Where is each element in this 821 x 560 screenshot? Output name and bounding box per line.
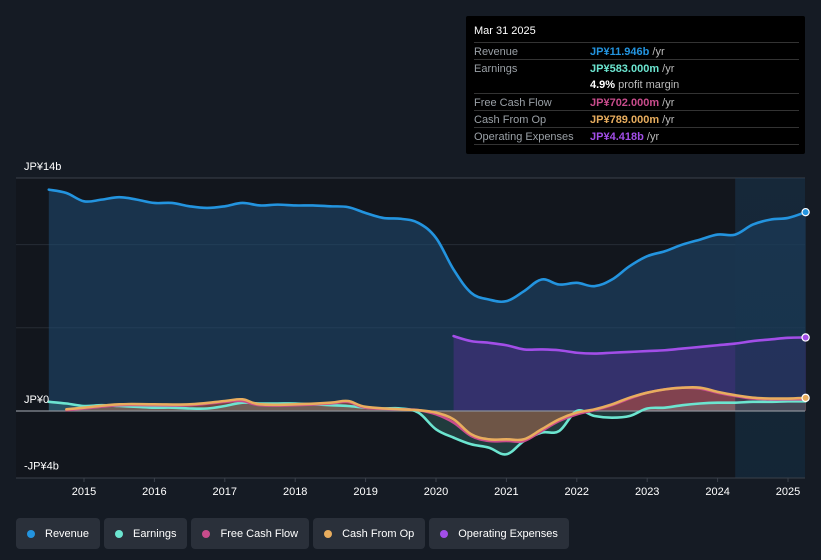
end-marker-cash-from-op [801, 393, 810, 403]
y-tick-label: -JP¥4b [24, 461, 59, 473]
y-tick-label: JP¥0 [24, 394, 49, 406]
line-operating-expenses [452, 334, 807, 355]
line-earnings [47, 399, 807, 456]
series-lines [47, 188, 807, 456]
tooltip-row-cash-from-op: Cash From Op JP¥789.000m /yr [474, 110, 799, 128]
tooltip-unit: profit margin [615, 79, 680, 91]
tooltip-value: 4.9% [590, 79, 616, 91]
legend-item-free-cash-flow[interactable]: Free Cash Flow [191, 518, 310, 549]
legend-item-cash-from-op[interactable]: Cash From Op [313, 518, 426, 549]
chart-legend: Revenue Earnings Free Cash Flow Cash Fro… [16, 518, 569, 549]
x-tick-label: 2021 [494, 486, 518, 498]
tooltip-row-earnings: Earnings JP¥583.000m /yr [474, 59, 799, 77]
legend-dot-icon [115, 529, 124, 538]
x-tick-label: 2023 [635, 486, 659, 498]
y-tick-label: JP¥14b [24, 161, 61, 173]
area-earnings [48, 401, 806, 455]
x-tick-label: 2019 [353, 486, 377, 498]
tooltip-value: JP¥702.000m [590, 97, 660, 109]
legend-label: Operating Expenses [458, 527, 558, 540]
x-tick-label: 2017 [213, 486, 237, 498]
legend-dot-icon [202, 529, 211, 538]
legend-label: Cash From Op [342, 527, 415, 540]
tooltip-panel: Mar 31 2025 Revenue JP¥11.946b /yr Earni… [466, 16, 805, 154]
tooltip-label: Earnings [474, 63, 518, 75]
legend-item-revenue[interactable]: Revenue [16, 518, 101, 549]
line-cash-from-op [65, 385, 807, 442]
tooltip-unit: /yr [659, 114, 675, 126]
tooltip-unit: /yr [643, 131, 660, 143]
tooltip-value: JP¥4.418b [590, 131, 644, 143]
tooltip-row-free-cash-flow: Free Cash Flow JP¥702.000m /yr [474, 93, 799, 111]
tooltip-label: Revenue [474, 46, 519, 58]
legend-item-earnings[interactable]: Earnings [104, 518, 188, 549]
x-axis-ticks: 2015 2016 2017 2018 2019 2020 2021 2022 2023 2024… [72, 478, 800, 498]
end-markers [801, 207, 810, 403]
x-tick-label: 2025 [776, 486, 800, 498]
legend-item-operating-expenses[interactable]: Operating Expenses [429, 518, 569, 549]
tooltip-divider [474, 144, 799, 145]
tooltip-unit: /yr [659, 63, 675, 75]
tooltip-row-revenue: Revenue JP¥11.946b /yr [474, 42, 799, 60]
tooltip-unit: /yr [659, 97, 675, 109]
legend-dot-icon [324, 529, 333, 538]
tooltip-date: Mar 31 2025 [474, 25, 536, 37]
end-marker-operating-expenses [801, 333, 810, 342]
tooltip-label: Cash From Op [474, 114, 547, 126]
tooltip-row-profit-margin: 4.9% profit margin [474, 76, 799, 93]
x-tick-label: 2018 [283, 486, 307, 498]
legend-label: Free Cash Flow [220, 527, 299, 540]
legend-label: Revenue [45, 527, 90, 540]
financial-chart: 2015 2016 2017 2018 2019 2020 2021 2022 2023 2024… [16, 161, 810, 498]
tooltip-value: JP¥789.000m [590, 114, 660, 126]
x-tick-label: 2024 [705, 486, 729, 498]
tooltip-label: Operating Expenses [474, 131, 574, 143]
tooltip-value: JP¥583.000m [590, 63, 660, 75]
x-tick-label: 2016 [142, 486, 166, 498]
x-tick-label: 2022 [565, 486, 589, 498]
tooltip-unit: /yr [649, 46, 665, 58]
tooltip-label: Free Cash Flow [474, 97, 552, 109]
line-revenue [47, 188, 807, 304]
x-tick-label: 2015 [72, 486, 96, 498]
x-tick-label: 2020 [424, 486, 448, 498]
legend-dot-icon [27, 529, 35, 538]
tooltip-row-operating-expenses: Operating Expenses JP¥4.418b /yr [474, 127, 799, 145]
tooltip-value: JP¥11.946b [590, 46, 650, 58]
y-axis-labels: JP¥14b JP¥0 -JP¥4b [24, 161, 61, 473]
legend-label: Earnings [133, 527, 177, 540]
end-marker-revenue [801, 207, 810, 217]
legend-dot-icon [440, 529, 449, 538]
forecast-highlight-region [735, 178, 805, 478]
